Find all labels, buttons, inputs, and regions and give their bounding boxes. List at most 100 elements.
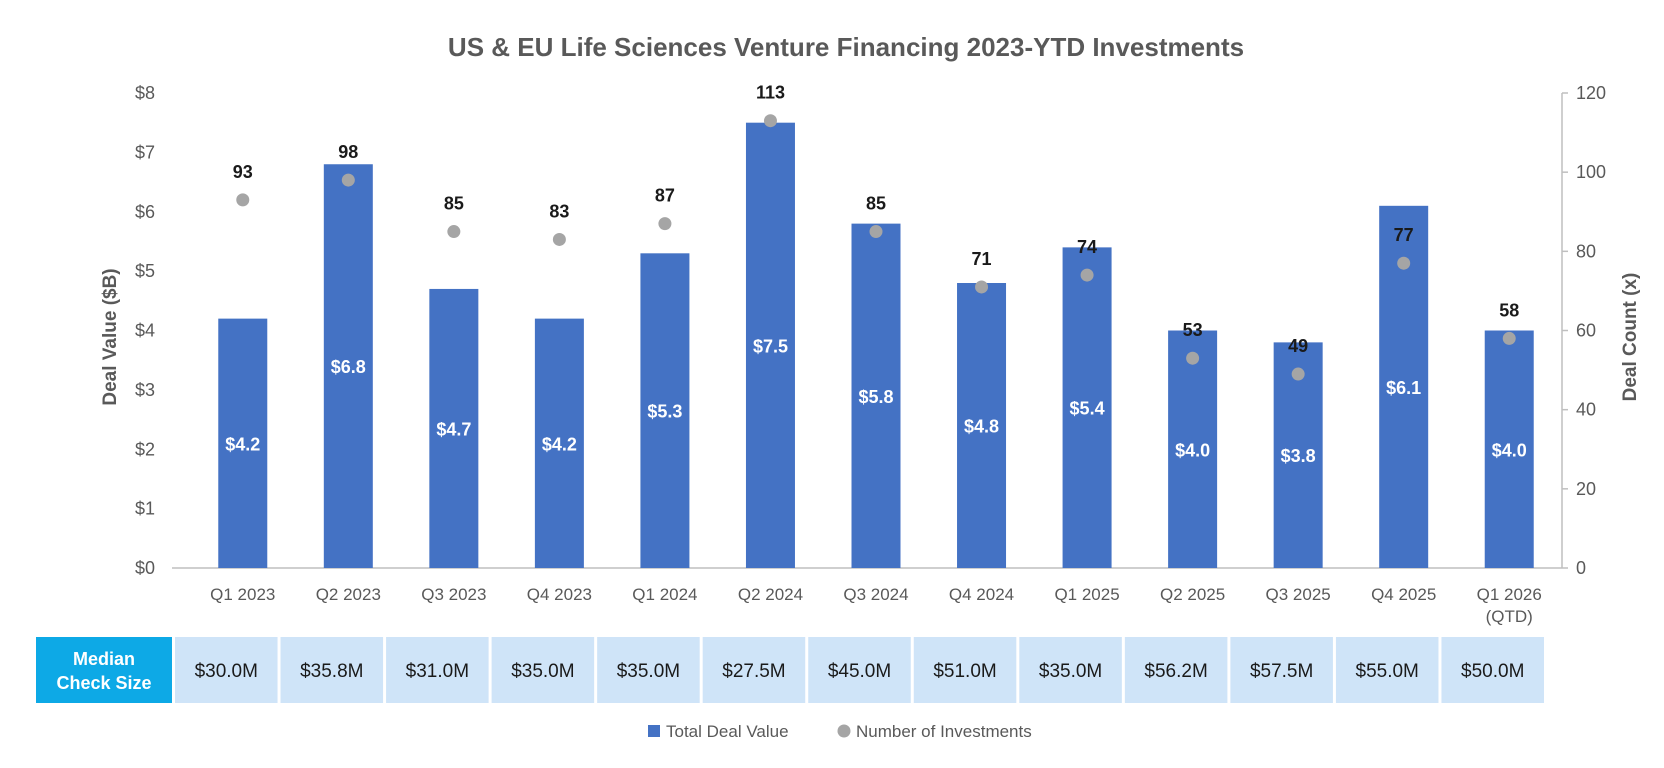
y-tick-label: $0 bbox=[135, 558, 155, 578]
bar bbox=[323, 164, 373, 568]
x-tick-label: Q3 2025 bbox=[1266, 585, 1331, 604]
legend: Total Deal Value Number of Investments bbox=[648, 722, 1032, 741]
y2-tick-label: 60 bbox=[1576, 321, 1596, 341]
point-data-label: 93 bbox=[233, 162, 253, 182]
table-cell-text: $51.0M bbox=[933, 661, 996, 682]
x-tick-label: Q2 2025 bbox=[1160, 585, 1225, 604]
point-data-label: 53 bbox=[1183, 320, 1203, 340]
table-cell-text: $35.0M bbox=[1039, 661, 1102, 682]
bar-data-label: $3.8 bbox=[1281, 446, 1316, 466]
y-tick-label: $8 bbox=[135, 83, 155, 103]
median-check-size-table: Median Check Size $30.0M $35.8M $31.0M $35.0M… bbox=[36, 637, 1544, 703]
table-cell bbox=[808, 637, 911, 703]
y-tick-label: $3 bbox=[135, 380, 155, 400]
bar bbox=[1168, 330, 1218, 568]
x-tick-label: Q4 2025 bbox=[1371, 585, 1436, 604]
table-header-text: Check Size bbox=[56, 673, 151, 693]
point-data-label: 74 bbox=[1077, 237, 1097, 257]
y2-axis-label: Deal Count (x) bbox=[1620, 273, 1641, 402]
point-data-label: 77 bbox=[1394, 225, 1414, 245]
point-data-label: 58 bbox=[1499, 300, 1519, 320]
bar bbox=[957, 283, 1007, 568]
point bbox=[763, 114, 777, 128]
bar-data-label: $4.0 bbox=[1492, 440, 1527, 460]
point-series bbox=[236, 114, 1516, 381]
bar-data-label: $4.8 bbox=[964, 417, 999, 437]
bar bbox=[534, 318, 584, 568]
bar bbox=[640, 253, 690, 568]
point-data-label: 83 bbox=[549, 201, 569, 221]
bar-data-label: $5.8 bbox=[858, 387, 893, 407]
table-cell-text: $57.5M bbox=[1250, 661, 1313, 682]
x-tick-label: Q2 2023 bbox=[316, 585, 381, 604]
table-cell bbox=[491, 637, 595, 703]
y-axis-ticks: $0 $1 $2 $3 $4 $5 $6 $7 $8 bbox=[135, 83, 155, 578]
table-cell bbox=[175, 637, 278, 703]
table-cell-text: $35.0M bbox=[617, 661, 680, 682]
y-tick-label: $4 bbox=[135, 321, 155, 341]
y2-tick-label: 40 bbox=[1576, 400, 1596, 420]
point bbox=[1502, 331, 1516, 345]
table-cell-text: $30.0M bbox=[195, 661, 258, 682]
point bbox=[975, 280, 989, 294]
point bbox=[869, 225, 883, 239]
y2-tick-label: 80 bbox=[1576, 241, 1596, 261]
y2-tick-label: 120 bbox=[1576, 83, 1606, 103]
bar-data-label: $5.4 bbox=[1070, 399, 1105, 419]
point bbox=[341, 173, 355, 187]
table-cell bbox=[280, 637, 384, 703]
table-cell bbox=[1230, 637, 1333, 703]
table-cell-text: $35.8M bbox=[300, 661, 363, 682]
point-data-label: 98 bbox=[338, 142, 358, 162]
chart-title: US & EU Life Sciences Venture Financing … bbox=[448, 32, 1244, 62]
point-data-label: 85 bbox=[866, 194, 886, 214]
table-cell bbox=[1335, 637, 1439, 703]
y-tick-label: $6 bbox=[135, 202, 155, 222]
x-tick-label: Q1 2026 bbox=[1477, 585, 1542, 604]
legend-point-swatch bbox=[837, 724, 851, 738]
x-tick-label: (QTD) bbox=[1486, 607, 1533, 626]
bar-data-label: $6.1 bbox=[1386, 378, 1421, 398]
point bbox=[658, 217, 672, 231]
table-cell-text: $31.0M bbox=[406, 661, 469, 682]
x-tick-label: Q2 2024 bbox=[738, 585, 803, 604]
point-labels: 93 98 85 83 87 113 85 71 74 53 49 77 58 bbox=[233, 83, 1519, 356]
y2-tick-label: 100 bbox=[1576, 162, 1606, 182]
table-cell-text: $27.5M bbox=[722, 661, 785, 682]
x-tick-label: Q4 2024 bbox=[949, 585, 1014, 604]
point bbox=[1291, 367, 1305, 381]
bar bbox=[745, 122, 795, 568]
table-cell-text: $45.0M bbox=[828, 661, 891, 682]
table-cell bbox=[1019, 637, 1122, 703]
point-data-label: 85 bbox=[444, 194, 464, 214]
table-cell bbox=[913, 637, 1017, 703]
bar-data-label: $4.7 bbox=[436, 419, 471, 439]
point-data-label: 113 bbox=[756, 83, 785, 103]
y2-tick-label: 20 bbox=[1576, 479, 1596, 499]
bar-data-label: $6.8 bbox=[331, 357, 366, 377]
bar-data-label: $4.0 bbox=[1175, 440, 1210, 460]
x-tick-label: Q3 2023 bbox=[421, 585, 486, 604]
y-tick-label: $1 bbox=[135, 499, 155, 519]
point bbox=[552, 232, 566, 246]
y-tick-label: $5 bbox=[135, 261, 155, 281]
legend-bar-label: Total Deal Value bbox=[666, 722, 789, 741]
y-tick-label: $7 bbox=[135, 142, 155, 162]
point bbox=[447, 225, 461, 239]
x-tick-label: Q1 2024 bbox=[632, 585, 697, 604]
table-header-cell bbox=[36, 637, 172, 703]
bar-data-label: $5.3 bbox=[647, 402, 682, 422]
table-cell-text: $35.0M bbox=[511, 661, 574, 682]
table-cell-text: $50.0M bbox=[1461, 661, 1524, 682]
bar-data-label: $4.2 bbox=[542, 434, 577, 454]
bar-data-label: $4.2 bbox=[225, 434, 260, 454]
table-cell bbox=[1441, 637, 1544, 703]
point-data-label: 71 bbox=[972, 249, 992, 269]
legend-point-label: Number of Investments bbox=[856, 722, 1032, 741]
point bbox=[236, 193, 250, 207]
legend-bar-swatch bbox=[648, 725, 660, 737]
y2-axis-ticks: 0 20 40 60 80 100 120 bbox=[1562, 83, 1606, 578]
bar bbox=[218, 318, 268, 568]
table-cell bbox=[702, 637, 806, 703]
point-data-label: 49 bbox=[1288, 336, 1308, 356]
